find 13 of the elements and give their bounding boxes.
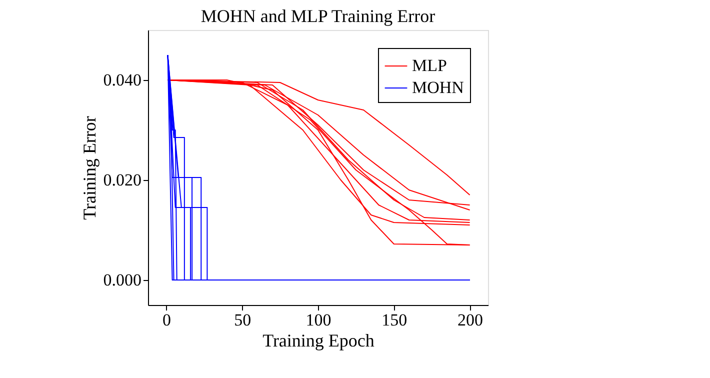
x-axis-title: Training Epoch: [262, 330, 374, 350]
x-tick-label: 150: [382, 310, 408, 330]
y-tick-label: 0.020: [103, 170, 142, 190]
y-tick-label: 0.040: [103, 70, 142, 90]
legend-label: MOHN: [412, 78, 464, 97]
x-tick-label: 50: [234, 310, 252, 330]
legend-label: MLP: [412, 56, 447, 75]
x-tick-label: 100: [306, 310, 332, 330]
x-tick-label: 0: [162, 310, 171, 330]
y-tick-label: 0.000: [103, 270, 142, 290]
x-tick-label: 200: [458, 310, 484, 330]
chart-title: MOHN and MLP Training Error: [200, 6, 436, 26]
y-axis-title: Training Error: [79, 116, 100, 220]
